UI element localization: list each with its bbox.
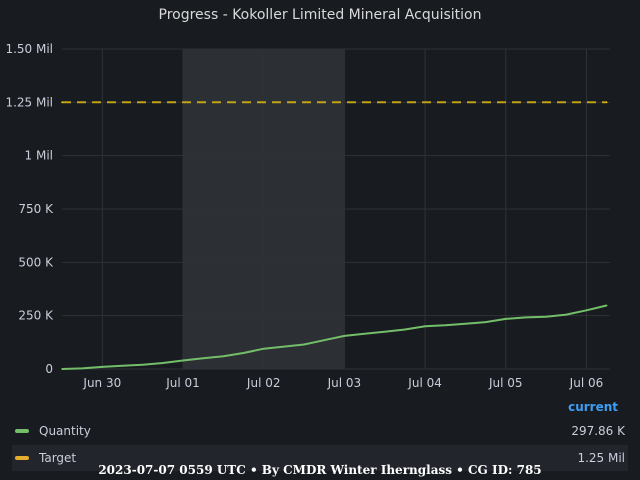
legend-label: Target [39, 451, 77, 465]
legend-item-target[interactable]: Target 1.25 Mil [12, 445, 628, 471]
legend-swatch [15, 456, 29, 460]
data-point-quantity [424, 325, 426, 328]
data-point-quantity [182, 359, 184, 362]
data-point-quantity [545, 315, 547, 318]
x-tick-label: Jul 06 [569, 376, 604, 390]
data-point-quantity [323, 339, 326, 342]
x-tick-label: Jun 30 [82, 376, 121, 390]
x-tick-label: Jul 02 [246, 376, 281, 390]
data-point-quantity [242, 352, 245, 354]
data-point-quantity [101, 366, 104, 368]
data-point-quantity [262, 347, 265, 350]
data-point-quantity [363, 333, 366, 335]
data-point-quantity [565, 313, 568, 316]
data-point-quantity [283, 345, 285, 348]
x-tick-label: Jul 03 [327, 376, 362, 390]
legend-value: 1.25 Mil [577, 451, 625, 465]
data-point-target [605, 101, 608, 104]
y-tick-label: 1.50 Mil [5, 42, 53, 56]
data-point-quantity [383, 330, 386, 333]
data-point-quantity [162, 362, 164, 364]
legend-swatch [15, 429, 29, 433]
x-tick-label: Jul 05 [488, 376, 523, 390]
data-point-quantity [585, 309, 588, 312]
data-point-target [61, 101, 63, 104]
legend-value: 297.86 K [571, 424, 625, 438]
legend-label: Quantity [39, 424, 91, 438]
x-tick-label: Jul 04 [407, 376, 442, 390]
chart-plot: 0 250 K 500 K 750 K 1 Mil 1.25 Mil 1.50 Mil Jun… [5, 42, 610, 390]
y-tick-label: 250 K [18, 309, 54, 323]
data-point-quantity [141, 363, 144, 366]
data-point-quantity [343, 335, 346, 337]
y-tick-label: 750 K [18, 202, 54, 216]
y-tick-label: 500 K [18, 255, 54, 269]
data-point-quantity [525, 316, 527, 319]
footer-caption: 2023-07-07 0559 UTC • By CMDR Winter Ihe… [98, 463, 542, 477]
data-point-quantity [303, 343, 305, 346]
data-point-quantity [404, 328, 406, 331]
data-point-quantity [202, 357, 205, 360]
y-tick-label: 1.25 Mil [5, 95, 53, 109]
data-point-quantity [121, 365, 124, 367]
data-point-quantity [464, 322, 467, 325]
data-point-quantity [81, 367, 83, 370]
data-point-quantity [444, 324, 447, 327]
data-point-quantity [605, 304, 608, 307]
data-point-quantity [61, 368, 63, 370]
legend-item-quantity[interactable]: Quantity 297.86 K [12, 418, 628, 444]
y-tick-label: 1 Mil [25, 149, 53, 163]
series-line-quantity [61, 304, 607, 370]
chart-title: Progress - Kokoller Limited Mineral Acqu… [158, 7, 482, 23]
x-tick-label: Jul 01 [165, 376, 200, 390]
y-tick-label: 0 [45, 362, 53, 376]
data-point-quantity [504, 318, 507, 320]
legend-column-header[interactable]: current [568, 400, 618, 414]
data-point-quantity [484, 321, 487, 323]
data-point-quantity [222, 355, 225, 358]
